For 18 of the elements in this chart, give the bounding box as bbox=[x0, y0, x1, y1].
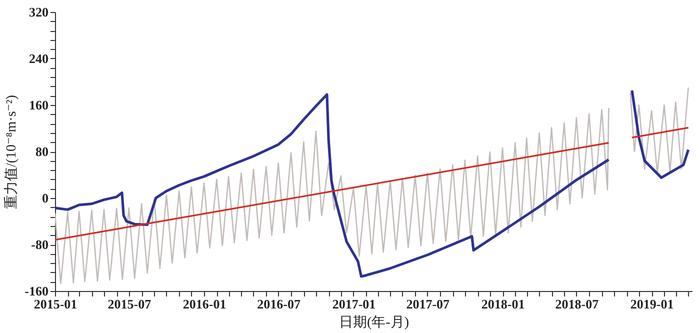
y-tick-label: 320 bbox=[29, 4, 48, 20]
y-tick-label: 0 bbox=[42, 190, 48, 206]
x-tick-label: 2018-07 bbox=[555, 296, 600, 312]
x-tick-label: 2015-01 bbox=[34, 296, 78, 312]
y-tick-label: 80 bbox=[36, 144, 48, 159]
x-tick-label: 2017-07 bbox=[406, 296, 450, 312]
y-tick-label: -80 bbox=[31, 237, 48, 252]
x-axis-title: 日期(年-月) bbox=[339, 314, 410, 330]
x-tick-label: 2018-01 bbox=[481, 296, 525, 312]
x-tick-label: 2015-07 bbox=[108, 296, 152, 312]
y-tick-label: 160 bbox=[29, 98, 48, 112]
y-tick-label: -160 bbox=[24, 284, 48, 298]
x-tick-label: 2016-07 bbox=[257, 296, 302, 312]
x-tick-label: 2016-01 bbox=[182, 296, 226, 312]
y-axis-title: 重力值/(10⁻⁸m·s⁻²) bbox=[4, 94, 20, 210]
x-tick-label: 2017-01 bbox=[332, 296, 376, 312]
x-tick-label: 2019-01 bbox=[630, 296, 674, 312]
y-tick-label: 240 bbox=[29, 51, 48, 66]
